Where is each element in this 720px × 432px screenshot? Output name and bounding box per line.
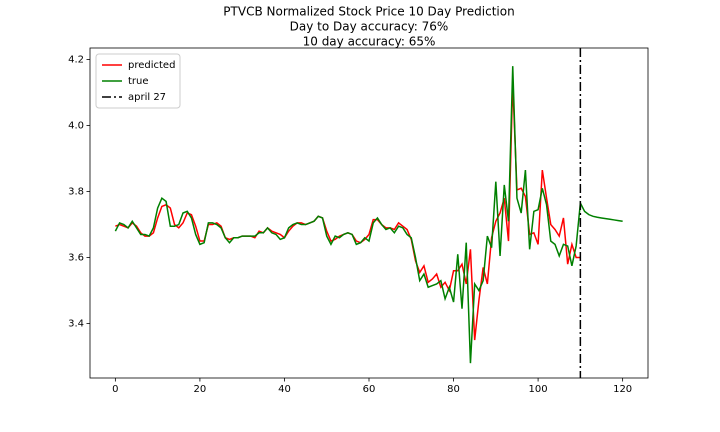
chart-title: Day to Day accuracy: 76%: [290, 20, 449, 34]
x-tick-label: 80: [447, 384, 460, 395]
x-tick-label: 120: [613, 384, 632, 395]
chart-title: 10 day accuracy: 65%: [303, 35, 436, 49]
y-tick-label: 4.2: [68, 55, 84, 66]
y-tick-label: 4.0: [68, 121, 84, 132]
x-tick-label: 60: [363, 384, 376, 395]
legend-label: predicted: [128, 60, 175, 71]
y-tick-label: 3.6: [68, 253, 84, 264]
legend-label: true: [128, 76, 149, 87]
x-tick-label: 40: [278, 384, 291, 395]
y-tick-label: 3.4: [68, 319, 84, 330]
legend-box: [95, 53, 181, 109]
series-line: [114, 66, 623, 364]
y-tick-label: 3.8: [68, 187, 84, 198]
legend-label: april 27: [128, 92, 166, 103]
x-tick-label: 100: [529, 384, 548, 395]
chart-title: PTVCB Normalized Stock Price 10 Day Pred…: [223, 5, 514, 19]
x-tick-label: 20: [194, 384, 207, 395]
x-tick-label: 0: [112, 384, 118, 395]
